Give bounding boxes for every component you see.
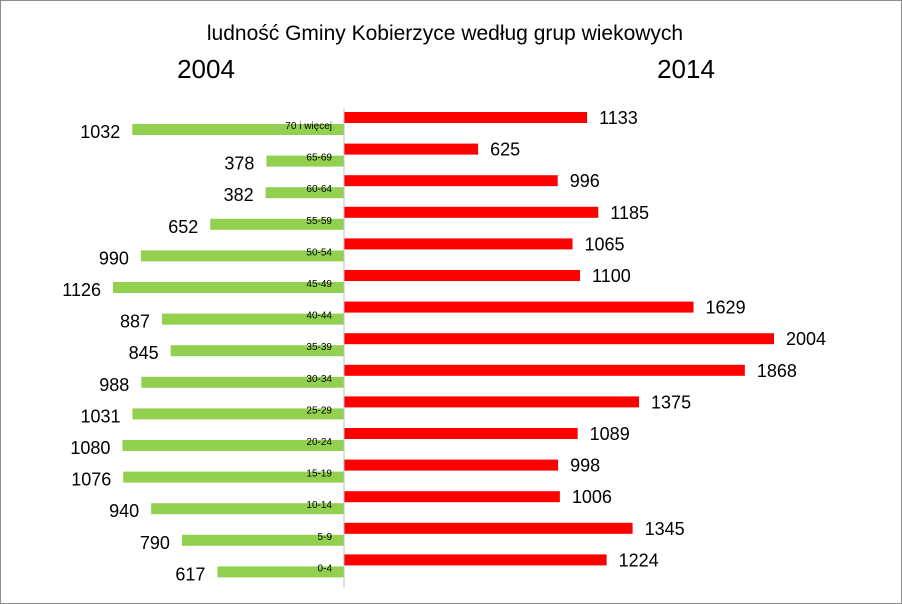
- bar-2004-40-44: [162, 313, 344, 325]
- value-label-2004-20-24: 1080: [70, 438, 110, 458]
- category-label-0-4: 0-4: [318, 563, 333, 574]
- value-label-2004-60-64: 382: [224, 185, 254, 205]
- category-label-5-9: 5-9: [318, 532, 333, 543]
- bar-2004-35-39: [170, 345, 344, 357]
- category-label-10-14: 10-14: [306, 500, 332, 511]
- bar-2014-65-69: [344, 143, 479, 155]
- category-label-45-49: 45-49: [306, 279, 332, 290]
- category-label-65-69: 65-69: [306, 153, 332, 164]
- bar-2014-25-29: [344, 396, 640, 408]
- value-label-2014-15-19: 998: [570, 456, 600, 476]
- value-label-2004-0-4: 617: [175, 564, 205, 584]
- value-label-2014-45-49: 1100: [592, 266, 631, 286]
- legend-label-2014: 2014: [657, 54, 715, 84]
- bar-2004-25-29: [132, 408, 344, 420]
- bar-2014-30-34: [344, 364, 745, 376]
- chart-title: ludność Gminy Kobierzyce według grup wie…: [207, 22, 683, 45]
- value-label-2004-5-9: 790: [140, 533, 170, 553]
- value-label-2004-30-34: 988: [99, 375, 129, 395]
- value-label-2014-20-24: 1089: [590, 424, 630, 444]
- value-label-2004-55-59: 652: [168, 217, 198, 237]
- bar-2004-50-54: [140, 250, 344, 262]
- value-label-2004-45-49: 1126: [62, 280, 101, 300]
- value-label-2014-65-69: 625: [490, 140, 520, 160]
- category-label-55-59: 55-59: [306, 216, 332, 227]
- bar-2014-10-14: [344, 491, 560, 503]
- category-label-20-24: 20-24: [306, 437, 332, 448]
- value-label-2004-70-i-wi-cej: 1032: [80, 122, 120, 142]
- bar-2004-10-14: [151, 503, 344, 515]
- bar-2014-0-4: [344, 554, 607, 566]
- bar-2004-20-24: [122, 440, 344, 451]
- category-label-30-34: 30-34: [306, 374, 332, 385]
- value-label-2004-15-19: 1076: [71, 470, 111, 490]
- bar-2014-35-39: [344, 333, 774, 345]
- category-label-15-19: 15-19: [306, 469, 332, 480]
- bar-2014-60-64: [344, 175, 558, 187]
- value-label-2014-55-59: 1185: [610, 203, 649, 223]
- bar-2014-20-24: [344, 428, 578, 439]
- bar-2014-5-9: [344, 522, 633, 534]
- value-label-2004-40-44: 887: [120, 312, 150, 332]
- value-label-2014-50-54: 1065: [585, 234, 625, 254]
- value-label-2004-65-69: 378: [224, 154, 254, 174]
- category-label-70-i-wi-cej: 70 i więcej: [285, 121, 332, 132]
- bar-2004-60-64: [265, 187, 344, 199]
- value-label-2004-10-14: 940: [109, 501, 139, 521]
- bar-2004-5-9: [181, 534, 344, 546]
- bar-2014-55-59: [344, 206, 599, 218]
- value-label-2004-50-54: 990: [99, 248, 129, 268]
- value-label-2004-25-29: 1031: [80, 406, 120, 426]
- value-label-2014-60-64: 996: [570, 171, 600, 191]
- bar-2004-30-34: [141, 376, 344, 388]
- value-label-2014-25-29: 1375: [651, 392, 691, 412]
- bar-2004-55-59: [210, 218, 344, 230]
- category-label-25-29: 25-29: [306, 405, 332, 416]
- value-label-2014-40-44: 1629: [706, 298, 746, 318]
- bar-2014-15-19: [344, 459, 559, 471]
- bar-2004-0-4: [217, 566, 344, 578]
- bar-2004-15-19: [123, 471, 345, 483]
- legend-label-2004: 2004: [177, 54, 235, 84]
- category-label-50-54: 50-54: [306, 247, 332, 258]
- bar-2014-40-44: [344, 301, 694, 313]
- bar-2014-50-54: [344, 238, 573, 250]
- bar-2004-70-i-wi-cej: [132, 124, 344, 135]
- value-label-2014-10-14: 1006: [572, 487, 612, 507]
- bar-2004-65-69: [266, 155, 344, 167]
- value-label-2014-30-34: 1868: [757, 361, 797, 381]
- category-label-40-44: 40-44: [306, 311, 332, 322]
- category-label-60-64: 60-64: [306, 184, 332, 195]
- category-label-35-39: 35-39: [306, 342, 332, 353]
- value-label-2014-5-9: 1345: [645, 519, 685, 539]
- bar-2014-45-49: [344, 270, 581, 281]
- value-label-2014-35-39: 2004: [786, 329, 826, 349]
- value-label-2014-0-4: 1224: [619, 550, 659, 570]
- value-label-2014-70-i-wi-cej: 1133: [599, 108, 638, 128]
- chart-marks: 1133 1032 70 i więcej 625 378 65-69 996 382 60-6…: [62, 108, 826, 584]
- bar-2014-70-i-wi-cej: [344, 112, 588, 123]
- value-label-2004-35-39: 845: [129, 343, 159, 363]
- bar-2004-45-49: [113, 282, 344, 293]
